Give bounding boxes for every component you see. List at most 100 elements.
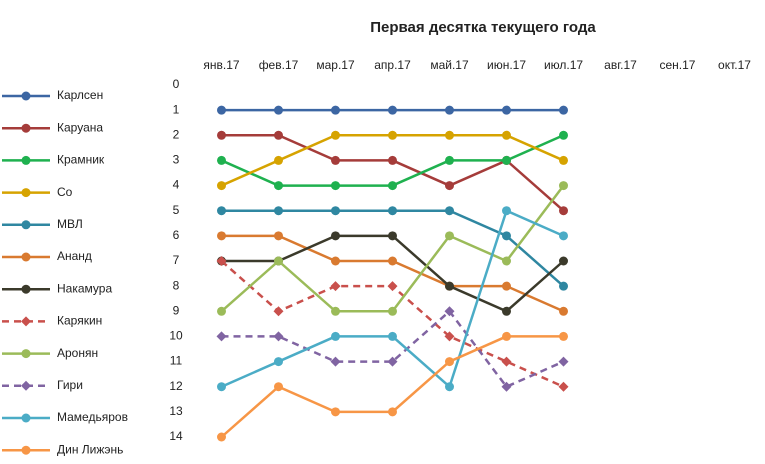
- data-point: [502, 130, 511, 140]
- data-point: [445, 206, 454, 216]
- legend-marker: [21, 188, 31, 198]
- data-point: [331, 155, 340, 165]
- data-point: [445, 130, 454, 140]
- data-point: [445, 181, 454, 191]
- data-point: [559, 155, 568, 165]
- data-point: [502, 231, 511, 241]
- data-point: [331, 231, 340, 241]
- x-tick-label: авг.17: [604, 58, 637, 72]
- y-tick-label: 2: [173, 127, 180, 141]
- data-point: [331, 206, 340, 216]
- data-point: [501, 356, 512, 367]
- data-point: [559, 306, 568, 316]
- data-point: [274, 181, 283, 191]
- series-line: [221, 209, 565, 288]
- data-point: [387, 281, 398, 292]
- data-point: [388, 206, 397, 216]
- data-point: [388, 130, 397, 140]
- series-line: [221, 234, 565, 313]
- data-point: [217, 382, 226, 392]
- data-point: [217, 105, 226, 115]
- legend-marker: [21, 380, 31, 391]
- x-tick-label: окт.17: [718, 58, 751, 72]
- y-tick-label: 6: [173, 228, 180, 242]
- legend-label: Каруана: [57, 120, 103, 134]
- series-line: [221, 309, 565, 389]
- data-point: [330, 281, 341, 292]
- data-point: [274, 155, 283, 165]
- legend-marker: [21, 220, 31, 230]
- data-point: [444, 306, 455, 317]
- series-line: [220, 335, 564, 438]
- data-point: [217, 130, 226, 140]
- data-point: [388, 331, 397, 341]
- data-point: [331, 407, 340, 417]
- data-point: [274, 130, 283, 140]
- x-tick-label: мар.17: [316, 58, 355, 72]
- legend-marker: [21, 349, 31, 359]
- y-tick-label: 8: [173, 278, 180, 292]
- data-point: [388, 181, 397, 191]
- data-point: [331, 105, 340, 115]
- data-point: [445, 105, 454, 115]
- data-point: [559, 281, 568, 291]
- data-point: [331, 256, 340, 266]
- legend-marker: [21, 284, 31, 294]
- data-point: [445, 155, 454, 165]
- data-point: [217, 206, 226, 216]
- legend-label: Аронян: [57, 346, 98, 360]
- data-point: [502, 306, 511, 316]
- data-point: [388, 105, 397, 115]
- x-tick-label: янв.17: [203, 58, 240, 72]
- y-tick-label: 4: [173, 178, 180, 192]
- legend-label: Дин Лижэнь: [57, 442, 123, 456]
- data-point: [558, 356, 569, 367]
- series-line: [220, 260, 565, 388]
- legend-label: Карякин: [57, 314, 102, 328]
- legend-label: МВЛ: [57, 217, 83, 231]
- legend-label: Карлсен: [57, 88, 103, 102]
- data-point: [216, 256, 227, 266]
- data-point: [274, 105, 283, 115]
- legend-marker: [21, 445, 31, 455]
- data-point: [502, 206, 511, 216]
- data-point: [559, 331, 568, 341]
- data-point: [558, 381, 569, 392]
- y-tick-label: 13: [169, 404, 183, 418]
- x-tick-label: май.17: [430, 58, 469, 72]
- data-point: [445, 357, 454, 367]
- y-tick-label: 9: [173, 303, 180, 317]
- data-point: [217, 306, 226, 316]
- data-point: [502, 331, 511, 341]
- y-tick-label: 1: [173, 102, 180, 116]
- y-tick-label: 10: [169, 329, 183, 343]
- data-point: [559, 130, 568, 140]
- data-point: [216, 331, 227, 342]
- data-point: [445, 281, 454, 291]
- legend-label: Со: [57, 185, 73, 199]
- data-point: [559, 105, 568, 115]
- y-tick-label: 3: [173, 153, 180, 167]
- data-point: [331, 130, 340, 140]
- data-point: [502, 256, 511, 266]
- data-point: [331, 331, 340, 341]
- data-point: [444, 331, 455, 342]
- data-point: [502, 155, 511, 165]
- data-point: [388, 407, 397, 417]
- data-point: [331, 181, 340, 191]
- data-point: [388, 231, 397, 241]
- data-point: [445, 382, 454, 392]
- data-point: [388, 155, 397, 165]
- y-tick-label: 12: [169, 379, 183, 393]
- x-tick-label: апр.17: [374, 58, 411, 72]
- data-point: [217, 231, 226, 241]
- y-tick-label: 0: [173, 77, 180, 91]
- data-point: [273, 331, 284, 342]
- data-point: [217, 432, 226, 442]
- data-point: [559, 231, 568, 241]
- legend-marker: [21, 91, 31, 101]
- y-tick-label: 14: [169, 429, 183, 443]
- legend-marker: [21, 155, 31, 165]
- data-point: [559, 256, 568, 266]
